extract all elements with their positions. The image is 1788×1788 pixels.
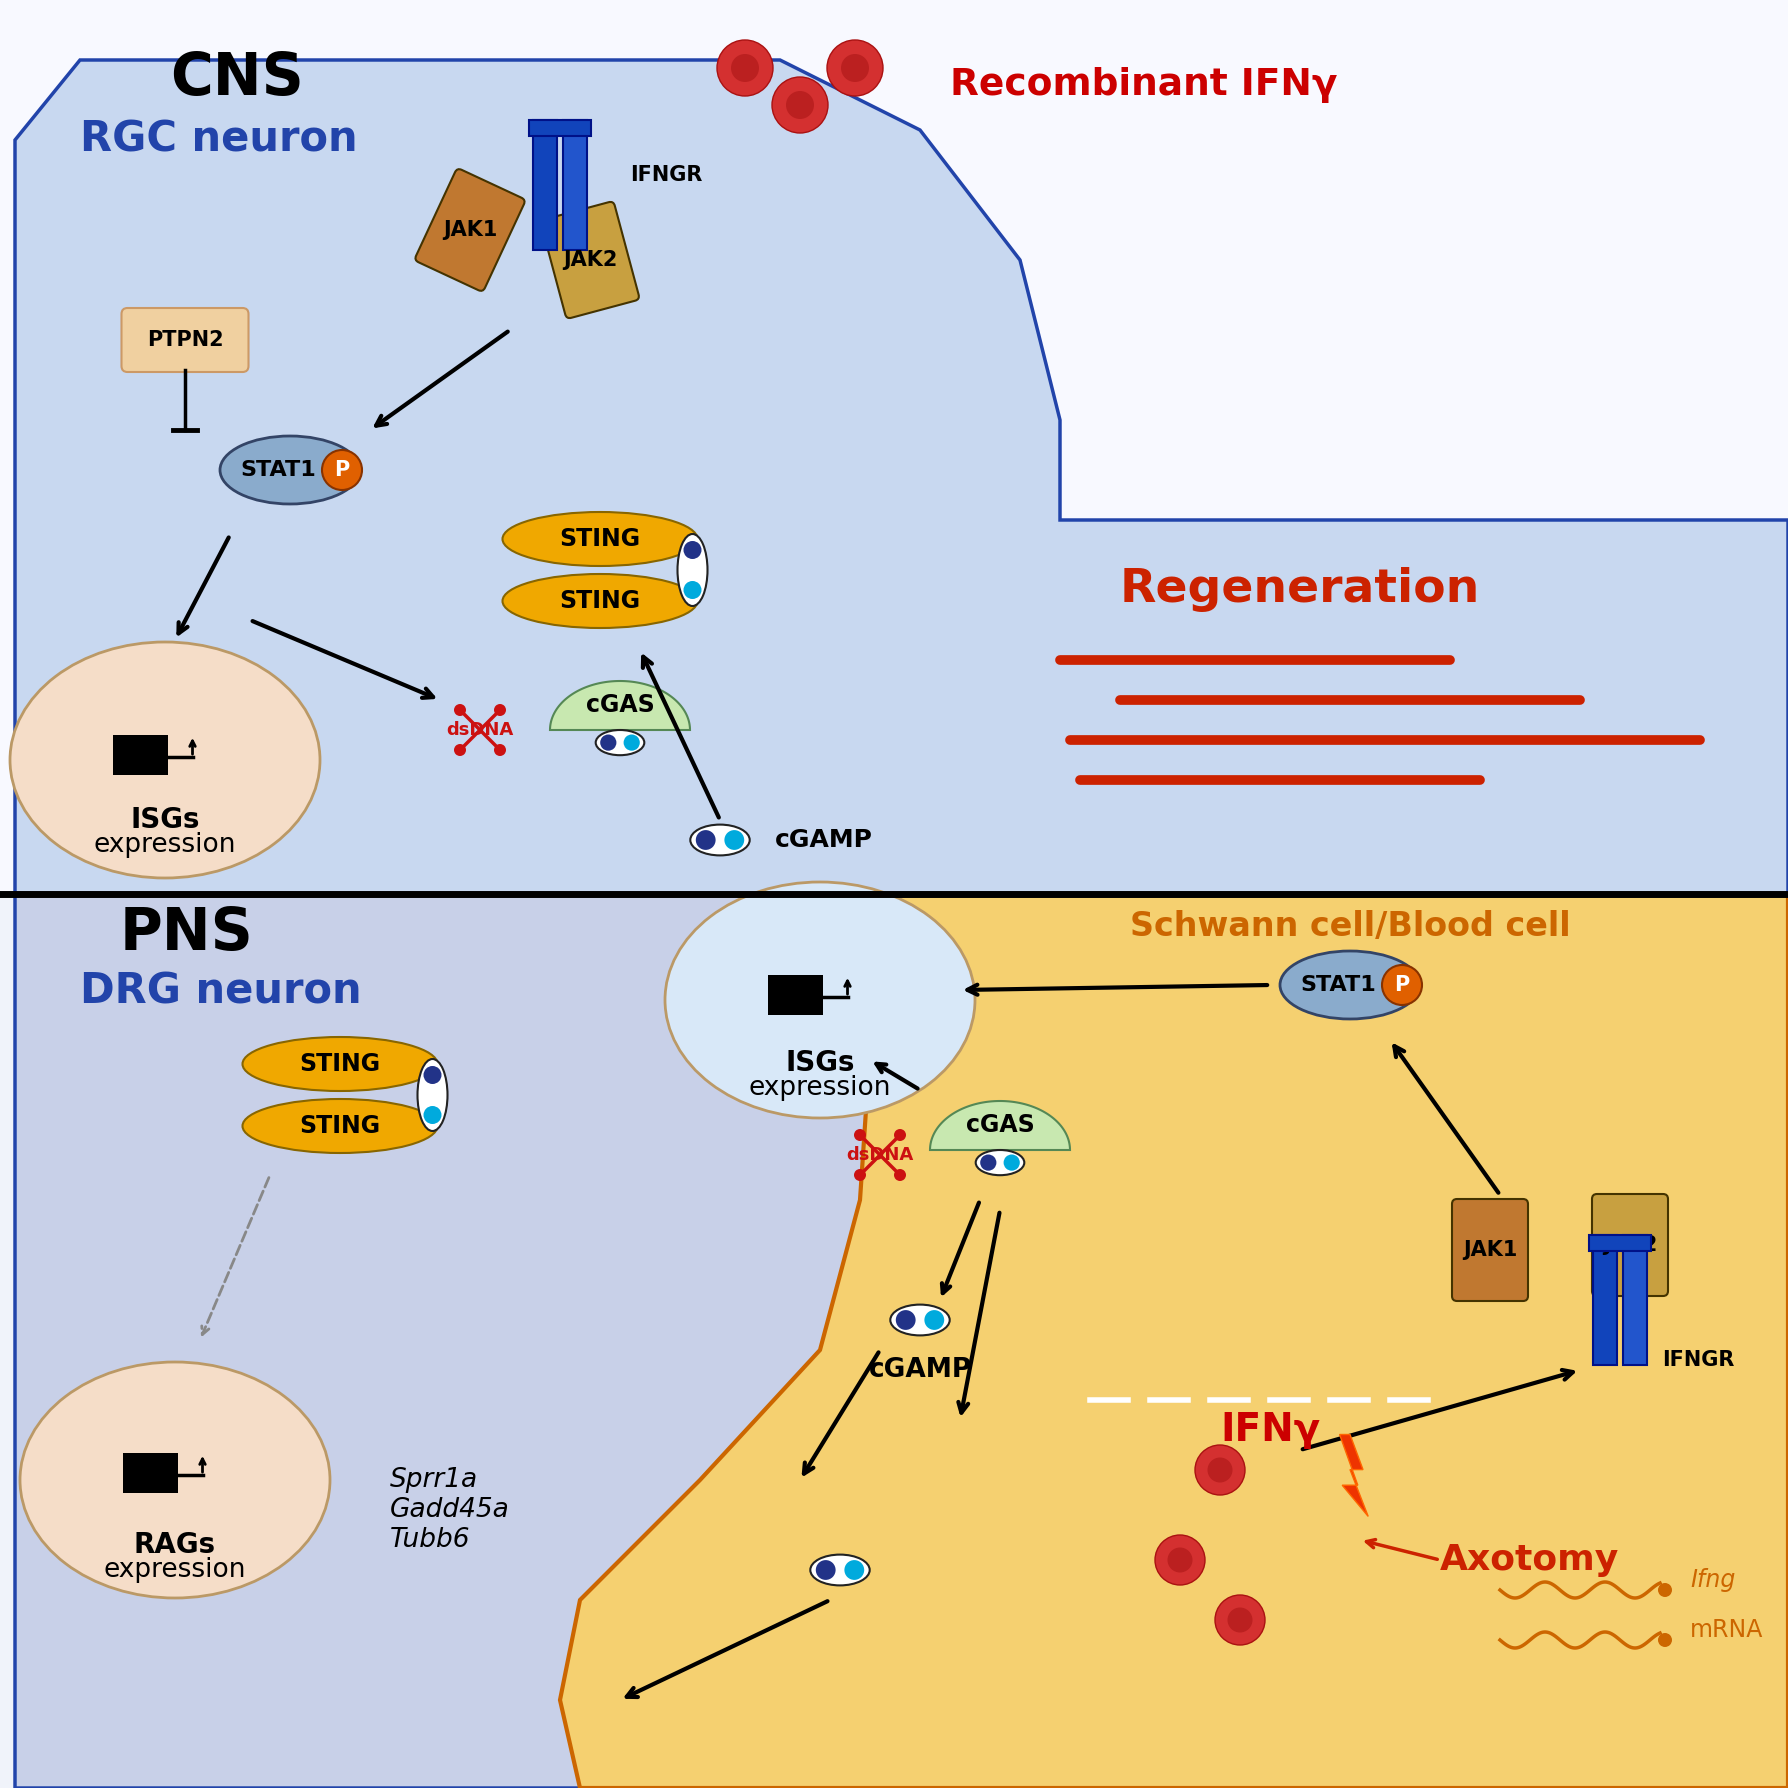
Circle shape — [424, 1066, 442, 1084]
Circle shape — [493, 744, 506, 756]
Circle shape — [624, 735, 640, 751]
Circle shape — [894, 1128, 907, 1141]
Ellipse shape — [243, 1100, 438, 1153]
Circle shape — [1382, 966, 1421, 1005]
Circle shape — [683, 581, 701, 599]
Circle shape — [493, 704, 506, 715]
Bar — [1593, 1236, 1616, 1364]
Text: STING: STING — [299, 1114, 381, 1137]
Ellipse shape — [243, 1037, 438, 1091]
Circle shape — [840, 54, 869, 82]
FancyBboxPatch shape — [1591, 1194, 1668, 1296]
Circle shape — [855, 1128, 865, 1141]
Text: dsDNA: dsDNA — [447, 721, 513, 738]
Circle shape — [1194, 1445, 1244, 1495]
Text: PTPN2: PTPN2 — [147, 331, 224, 350]
Text: STAT1: STAT1 — [240, 460, 316, 479]
Circle shape — [1155, 1536, 1205, 1584]
Circle shape — [1657, 1582, 1672, 1597]
Circle shape — [896, 1311, 915, 1330]
Text: IFNγ: IFNγ — [1219, 1411, 1320, 1448]
Circle shape — [924, 1311, 944, 1330]
Text: expression: expression — [93, 831, 236, 858]
Circle shape — [1657, 1632, 1672, 1647]
Ellipse shape — [678, 535, 708, 606]
Circle shape — [1207, 1457, 1232, 1482]
Circle shape — [683, 542, 701, 560]
Ellipse shape — [690, 824, 749, 855]
Text: JAK2: JAK2 — [563, 250, 617, 270]
Text: PNS: PNS — [120, 905, 254, 962]
Text: IFNGR: IFNGR — [1663, 1350, 1734, 1370]
Text: RGC neuron: RGC neuron — [80, 118, 358, 159]
Circle shape — [731, 54, 758, 82]
Text: Regeneration: Regeneration — [1119, 567, 1480, 613]
Text: cGAMP: cGAMP — [774, 828, 873, 853]
Text: RAGs: RAGs — [134, 1531, 216, 1559]
Text: STING: STING — [560, 527, 640, 551]
Ellipse shape — [1280, 951, 1420, 1019]
Bar — [767, 974, 822, 1016]
Circle shape — [828, 39, 883, 97]
Circle shape — [894, 1169, 907, 1182]
Circle shape — [696, 830, 715, 849]
Polygon shape — [0, 894, 1788, 1788]
Text: Sprr1a
Gadd45a
Tubb6: Sprr1a Gadd45a Tubb6 — [390, 1466, 510, 1554]
Polygon shape — [560, 894, 1788, 1788]
Text: Ifng: Ifng — [1690, 1568, 1736, 1591]
Ellipse shape — [11, 642, 320, 878]
Text: JAK1: JAK1 — [1463, 1241, 1518, 1261]
Bar — [563, 120, 586, 250]
Text: Recombinant IFNγ: Recombinant IFNγ — [949, 66, 1337, 104]
Circle shape — [1216, 1595, 1264, 1645]
Circle shape — [855, 1169, 865, 1182]
Polygon shape — [0, 0, 1788, 894]
Ellipse shape — [502, 511, 697, 567]
Ellipse shape — [595, 730, 644, 755]
Ellipse shape — [418, 1058, 447, 1132]
Polygon shape — [930, 1101, 1069, 1150]
Polygon shape — [551, 681, 690, 730]
Ellipse shape — [220, 436, 359, 504]
Circle shape — [424, 1107, 442, 1125]
Text: STAT1: STAT1 — [1300, 974, 1377, 994]
Bar — [529, 120, 592, 136]
FancyBboxPatch shape — [122, 308, 249, 372]
Text: IFNGR: IFNGR — [629, 164, 703, 184]
Text: cGAMP: cGAMP — [869, 1357, 971, 1382]
Circle shape — [980, 1155, 996, 1171]
Circle shape — [815, 1561, 835, 1581]
Circle shape — [1003, 1155, 1019, 1171]
Text: JAK2: JAK2 — [1602, 1236, 1657, 1255]
Text: Axotomy: Axotomy — [1439, 1543, 1620, 1577]
Ellipse shape — [665, 881, 974, 1118]
Text: ISGs: ISGs — [131, 806, 200, 833]
Text: STING: STING — [560, 588, 640, 613]
Bar — [123, 1454, 177, 1493]
FancyBboxPatch shape — [1452, 1200, 1529, 1302]
Ellipse shape — [976, 1150, 1025, 1175]
Ellipse shape — [890, 1305, 949, 1336]
Text: JAK1: JAK1 — [443, 220, 497, 240]
Text: expression: expression — [749, 1075, 890, 1101]
Text: P: P — [1395, 974, 1409, 994]
Bar — [1590, 1236, 1650, 1252]
Circle shape — [787, 91, 814, 120]
Text: mRNA: mRNA — [1690, 1618, 1763, 1641]
Circle shape — [772, 77, 828, 132]
Bar — [1624, 1236, 1647, 1364]
Text: STING: STING — [299, 1051, 381, 1076]
Circle shape — [1168, 1547, 1193, 1572]
Bar — [533, 120, 558, 250]
Text: P: P — [334, 460, 350, 479]
Polygon shape — [14, 894, 1788, 1788]
Text: DRG neuron: DRG neuron — [80, 971, 361, 1012]
Text: ISGs: ISGs — [785, 1050, 855, 1076]
FancyBboxPatch shape — [542, 202, 638, 318]
Text: cGAS: cGAS — [966, 1114, 1035, 1137]
Bar — [113, 735, 168, 774]
Circle shape — [454, 744, 467, 756]
Text: Schwann cell/Blood cell: Schwann cell/Blood cell — [1130, 910, 1570, 942]
Circle shape — [322, 451, 361, 490]
